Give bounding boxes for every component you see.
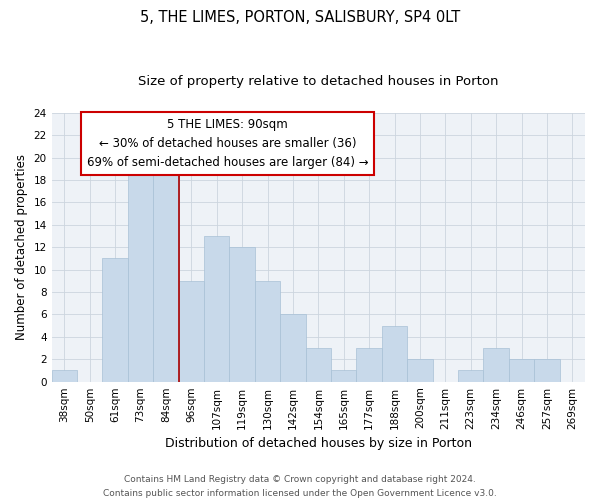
Bar: [484, 348, 509, 382]
Bar: [382, 326, 407, 382]
Bar: [305, 348, 331, 382]
Bar: [179, 281, 204, 382]
Bar: [52, 370, 77, 382]
Bar: [331, 370, 356, 382]
Bar: [534, 360, 560, 382]
Bar: [509, 360, 534, 382]
Bar: [255, 281, 280, 382]
Bar: [458, 370, 484, 382]
Bar: [204, 236, 229, 382]
Bar: [103, 258, 128, 382]
Bar: [280, 314, 305, 382]
Text: 5, THE LIMES, PORTON, SALISBURY, SP4 0LT: 5, THE LIMES, PORTON, SALISBURY, SP4 0LT: [140, 10, 460, 25]
Text: Contains HM Land Registry data © Crown copyright and database right 2024.
Contai: Contains HM Land Registry data © Crown c…: [103, 476, 497, 498]
Bar: [153, 169, 179, 382]
Bar: [128, 169, 153, 382]
Text: 5 THE LIMES: 90sqm
← 30% of detached houses are smaller (36)
69% of semi-detache: 5 THE LIMES: 90sqm ← 30% of detached hou…: [87, 118, 368, 169]
Title: Size of property relative to detached houses in Porton: Size of property relative to detached ho…: [138, 75, 499, 88]
Bar: [356, 348, 382, 382]
Bar: [407, 360, 433, 382]
X-axis label: Distribution of detached houses by size in Porton: Distribution of detached houses by size …: [165, 437, 472, 450]
Bar: [229, 247, 255, 382]
Y-axis label: Number of detached properties: Number of detached properties: [15, 154, 28, 340]
